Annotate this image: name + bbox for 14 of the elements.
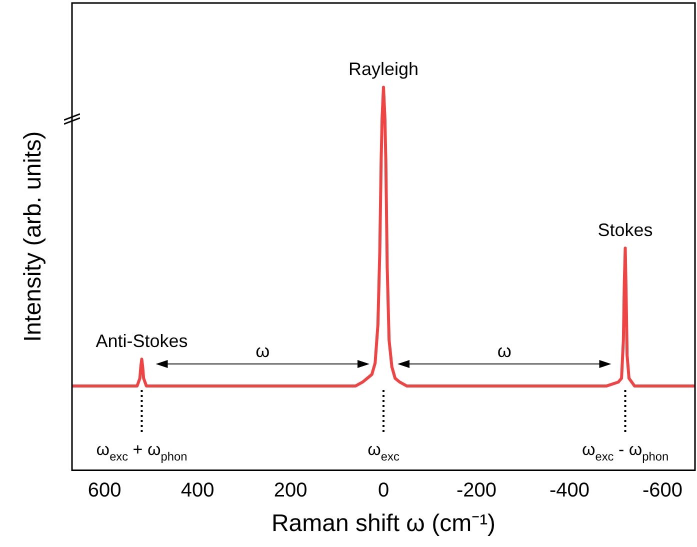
x-tick-label: 600 — [88, 480, 122, 502]
annotation: Anti-Stokes — [96, 331, 188, 352]
annotation: Stokes — [598, 220, 653, 240]
x-tick-label: -600 — [642, 480, 682, 502]
x-tick-label: 0 — [378, 480, 390, 502]
annotation: ω — [256, 340, 270, 361]
y-axis-title: Intensity (arb. units) — [20, 131, 47, 342]
x-tick-label: -400 — [549, 480, 590, 502]
x-tick-label: 200 — [274, 480, 308, 502]
x-axis-title: Raman shift ω (cm⁻¹) — [271, 510, 496, 538]
annotation: ω — [497, 340, 512, 361]
annotation: Rayleigh — [348, 59, 419, 80]
x-tick-label: -200 — [456, 480, 496, 502]
x-tick-label: 400 — [180, 480, 214, 502]
